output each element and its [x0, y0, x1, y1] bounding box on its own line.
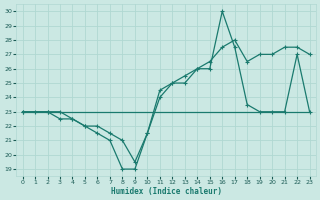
X-axis label: Humidex (Indice chaleur): Humidex (Indice chaleur) [111, 187, 221, 196]
